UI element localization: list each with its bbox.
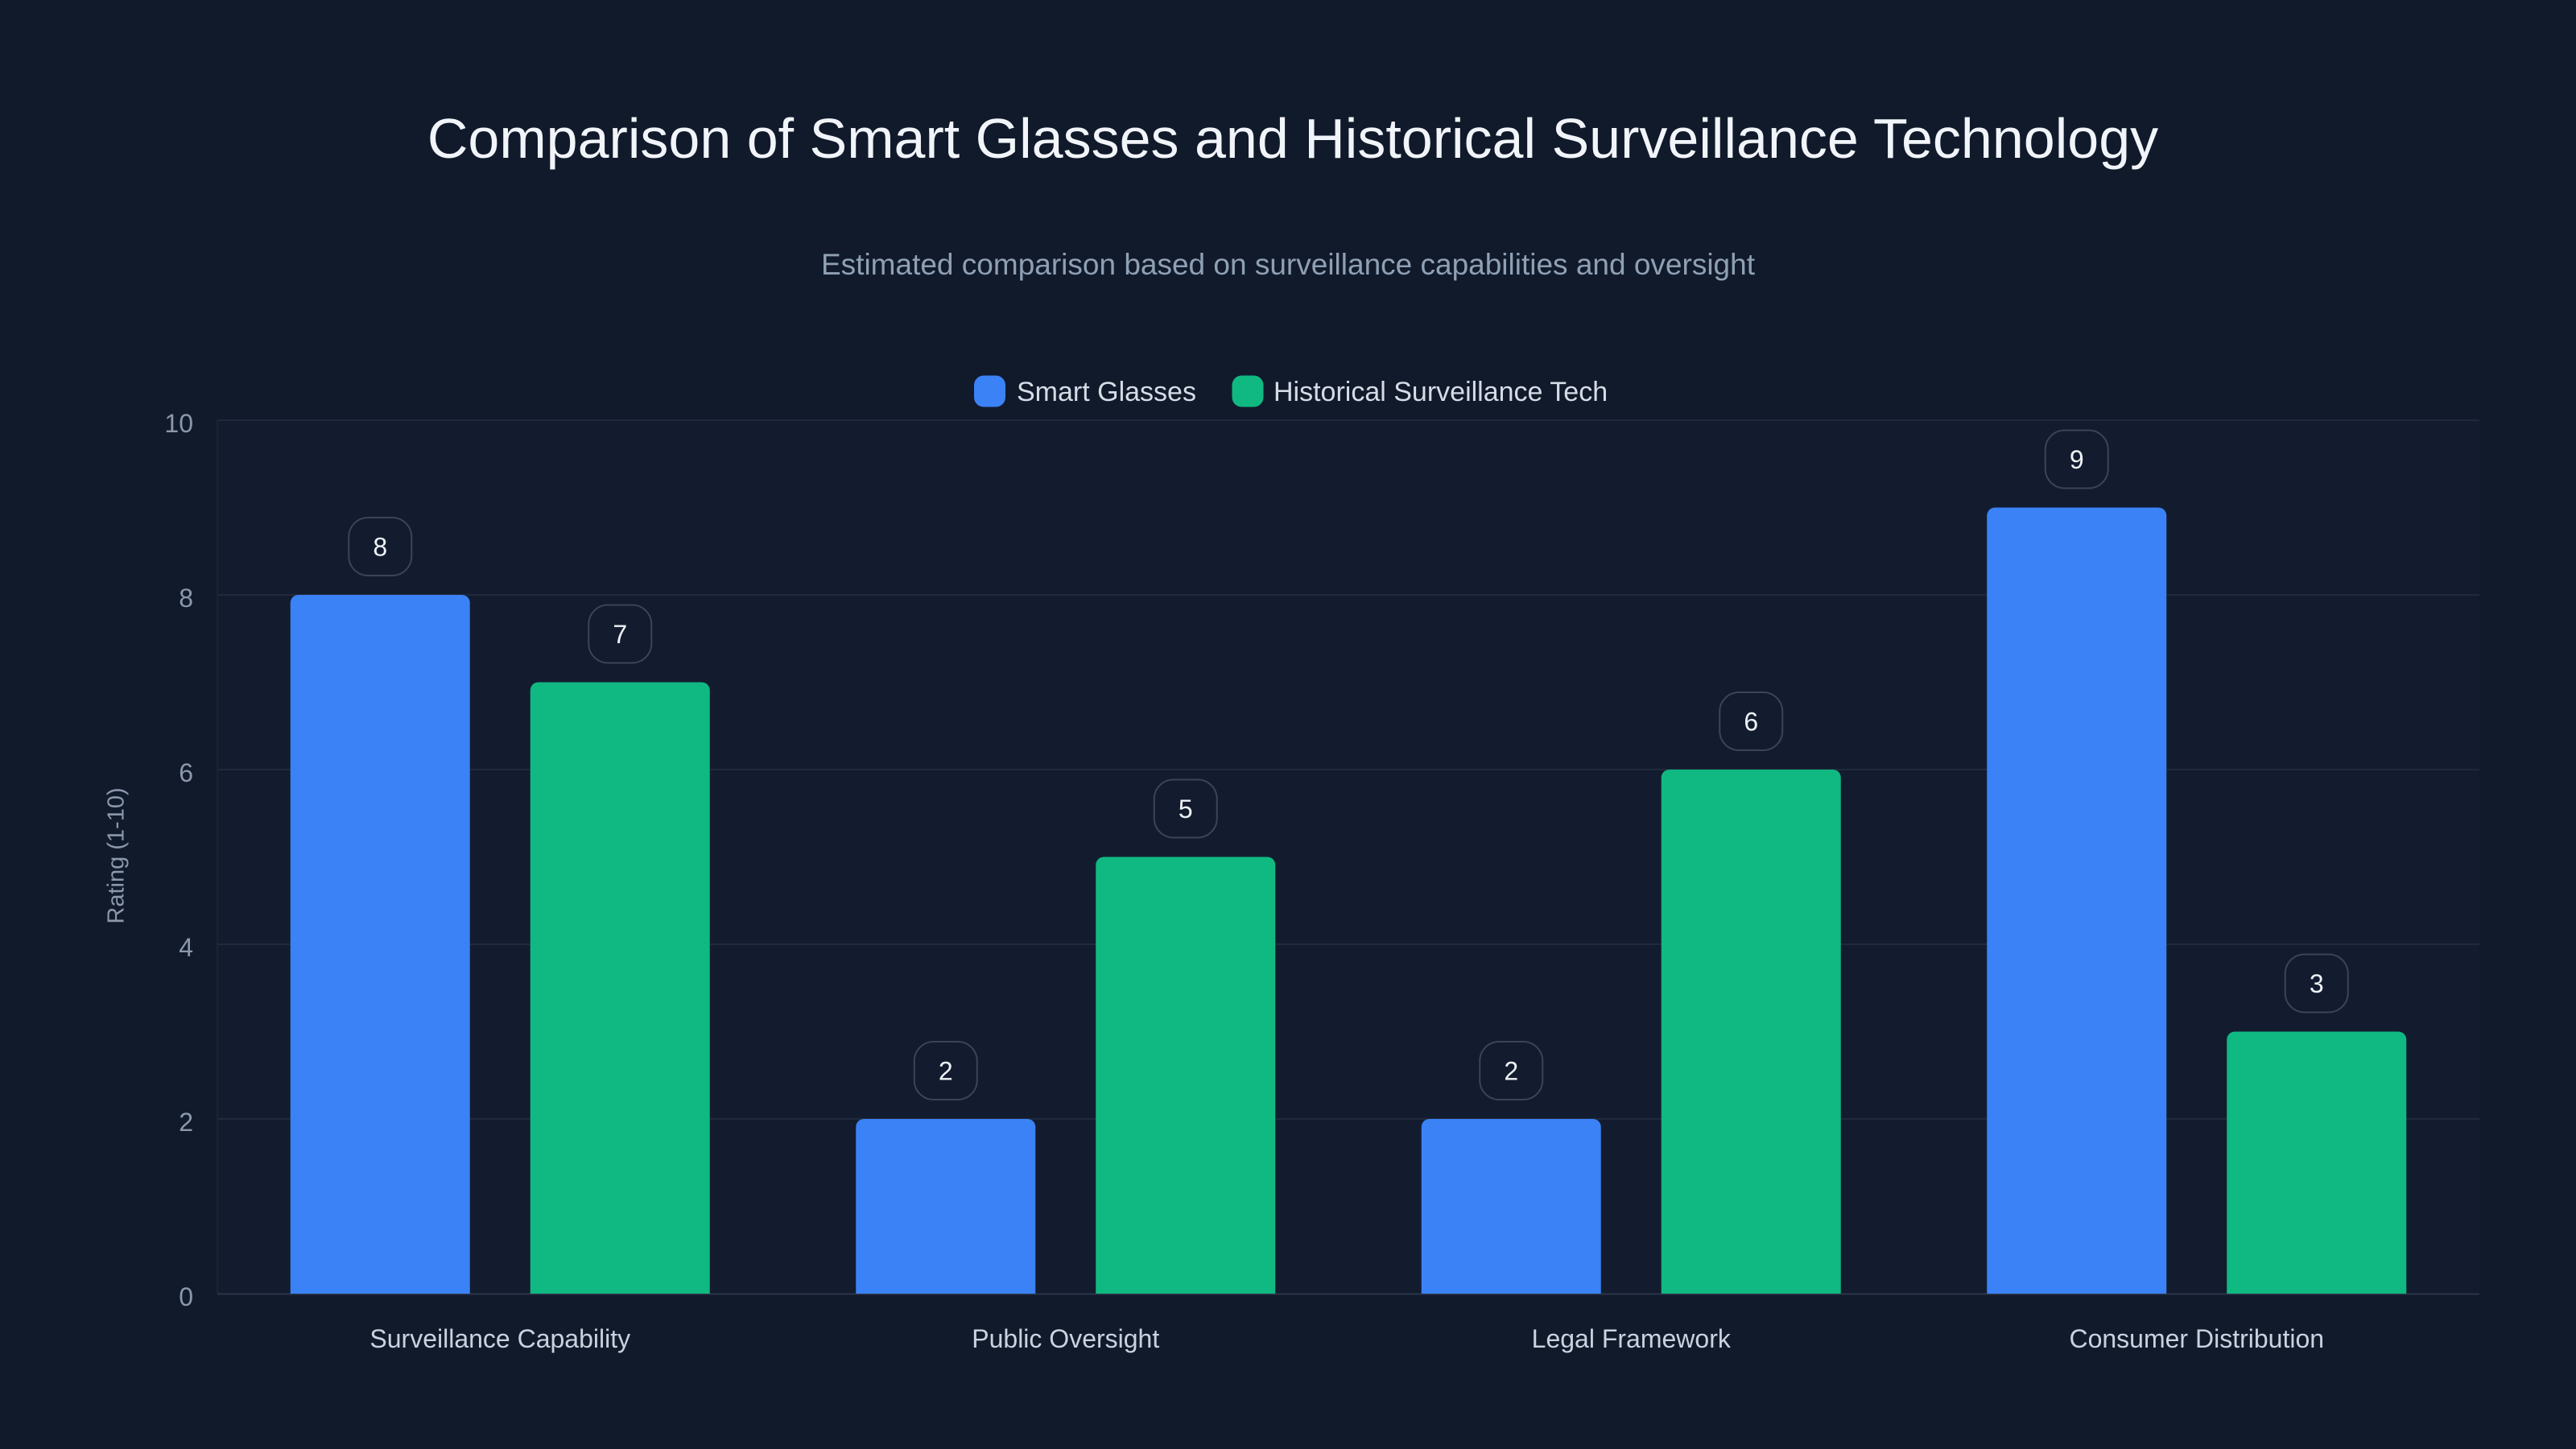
svg-text:4: 4 xyxy=(179,933,193,962)
svg-text:Smart Glasses: Smart Glasses xyxy=(1017,377,1196,407)
svg-text:2: 2 xyxy=(179,1108,193,1137)
svg-text:8: 8 xyxy=(179,584,193,613)
svg-text:0: 0 xyxy=(179,1282,193,1311)
svg-text:7: 7 xyxy=(613,620,627,649)
svg-text:2: 2 xyxy=(1504,1057,1518,1086)
svg-text:3: 3 xyxy=(2310,969,2324,998)
svg-text:Surveillance Capability: Surveillance Capability xyxy=(369,1324,630,1353)
svg-text:Consumer Distribution: Consumer Distribution xyxy=(2069,1324,2324,1353)
svg-text:8: 8 xyxy=(373,533,387,562)
svg-text:Public Oversight: Public Oversight xyxy=(972,1324,1159,1353)
svg-text:Historical Surveillance Tech: Historical Surveillance Tech xyxy=(1274,377,1608,407)
svg-text:Legal Framework: Legal Framework xyxy=(1532,1324,1732,1353)
svg-text:6: 6 xyxy=(179,758,193,787)
svg-text:Comparison of Smart Glasses an: Comparison of Smart Glasses and Historic… xyxy=(427,107,2158,170)
svg-text:9: 9 xyxy=(2070,445,2084,474)
svg-text:5: 5 xyxy=(1179,795,1193,824)
svg-text:2: 2 xyxy=(939,1057,953,1086)
svg-text:6: 6 xyxy=(1744,708,1758,737)
svg-text:10: 10 xyxy=(164,409,193,438)
svg-text:Estimated comparison based on: Estimated comparison based on surveillan… xyxy=(821,248,1756,281)
svg-text:Rating (1-10): Rating (1-10) xyxy=(104,787,130,923)
